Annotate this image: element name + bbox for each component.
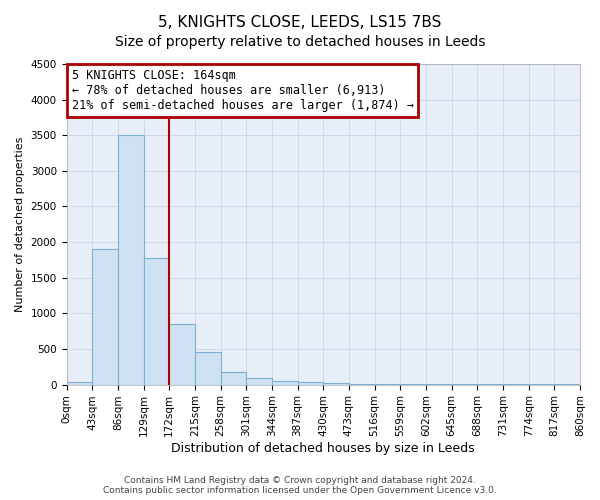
Bar: [169, 324, 195, 384]
Bar: [323, 383, 349, 384]
Bar: [118, 135, 143, 384]
Bar: [195, 352, 221, 384]
Bar: [298, 382, 323, 384]
Text: 5, KNIGHTS CLOSE, LEEDS, LS15 7BS: 5, KNIGHTS CLOSE, LEEDS, LS15 7BS: [158, 15, 442, 30]
Text: 5 KNIGHTS CLOSE: 164sqm
← 78% of detached houses are smaller (6,913)
21% of semi: 5 KNIGHTS CLOSE: 164sqm ← 78% of detache…: [71, 69, 413, 112]
Bar: [92, 249, 118, 384]
X-axis label: Distribution of detached houses by size in Leeds: Distribution of detached houses by size …: [172, 442, 475, 455]
Text: Size of property relative to detached houses in Leeds: Size of property relative to detached ho…: [115, 35, 485, 49]
Bar: [246, 378, 272, 384]
Bar: [272, 381, 298, 384]
Bar: [143, 258, 169, 384]
Y-axis label: Number of detached properties: Number of detached properties: [15, 136, 25, 312]
Bar: [221, 372, 246, 384]
Bar: [67, 382, 92, 384]
Text: Contains HM Land Registry data © Crown copyright and database right 2024.
Contai: Contains HM Land Registry data © Crown c…: [103, 476, 497, 495]
